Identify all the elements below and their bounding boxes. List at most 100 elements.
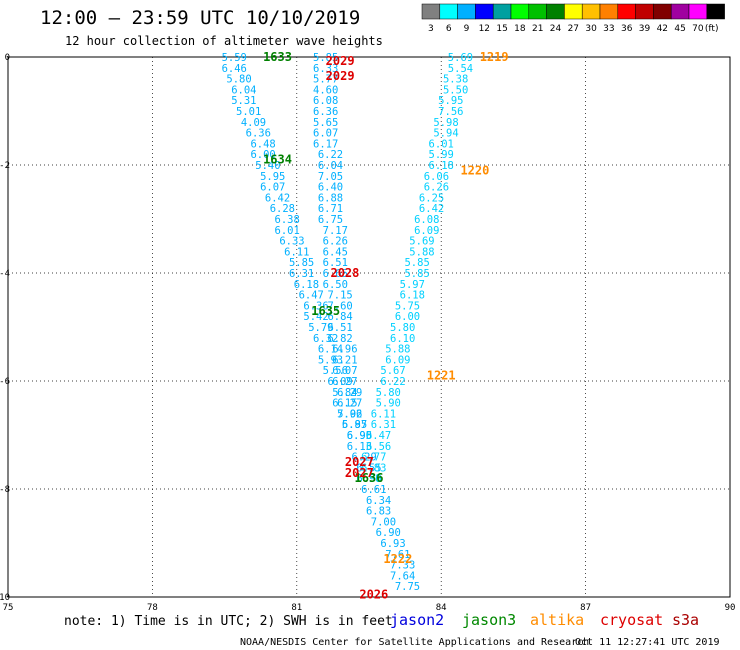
data-label-altika: 6.56 xyxy=(366,441,391,453)
colorbar-swatch xyxy=(599,3,619,20)
x-tick-label: 81 xyxy=(291,603,302,613)
colorbar-label: 18 xyxy=(514,24,526,34)
data-label-altika: 6.47 xyxy=(366,430,391,442)
data-label-altika: 6.22 xyxy=(380,376,405,388)
data-label-altika: 6.77 xyxy=(361,452,386,464)
data-label-jason3: 6.42 xyxy=(265,192,290,204)
data-label-jason3: 5.85 xyxy=(289,257,314,269)
data-label-jason3: 6.07 xyxy=(260,182,285,194)
data-label-jason3: 6.61 xyxy=(361,484,386,496)
colorbar-swatch xyxy=(617,3,636,20)
pass-label: 1221 xyxy=(427,369,456,383)
data-label-jason3: 5.87 xyxy=(342,419,367,431)
data-label-cryosat: 6.82 xyxy=(327,333,352,345)
axis-ticks: 75 78 81 84 87 90 0 -2 -4 -6 -8 -10 xyxy=(0,53,735,613)
x-tick-label: 75 xyxy=(3,603,14,613)
data-label-altika: 5.67 xyxy=(380,365,405,377)
data-label-jason3: 7.33 xyxy=(390,560,415,572)
y-tick-label: -10 xyxy=(0,593,10,603)
pass-label: 2028 xyxy=(330,266,359,280)
data-label-altika: 6.42 xyxy=(419,203,444,215)
data-label-jason3: 5.59 xyxy=(222,52,247,64)
colorbar-swatch xyxy=(439,3,458,20)
data-label-cryosat: 7.15 xyxy=(327,290,352,302)
data-label-cryosat: 6.90 xyxy=(347,430,372,442)
colorbar-label: 3 xyxy=(428,24,434,34)
data-label-altika: 6.11 xyxy=(371,408,396,420)
data-label-cryosat: 6.71 xyxy=(318,203,343,215)
data-label-cryosat: 7.60 xyxy=(327,300,352,312)
colorbar-swatch xyxy=(457,3,476,20)
data-label-altika: 5.98 xyxy=(433,117,458,129)
legend-jason3: jason3 xyxy=(462,611,516,629)
data-label-jason3: 6.95 xyxy=(347,430,372,442)
chart-title: 12:00 – 23:59 UTC 10/10/2019 xyxy=(40,7,360,29)
data-label-jason3: 6.33 xyxy=(279,236,304,248)
data-label-cryosat: 6.65 xyxy=(323,268,348,280)
data-label-altika: 5.99 xyxy=(429,149,454,161)
colorbar-label: 39 xyxy=(639,24,651,34)
data-label-jason3: 6.38 xyxy=(275,214,300,226)
data-label-jason3: 4.09 xyxy=(241,117,266,129)
data-label-jason3: 5.31 xyxy=(231,95,256,107)
data-label-cryosat: 6.21 xyxy=(332,354,357,366)
colorbar-swatch xyxy=(688,3,708,20)
data-label-cryosat: 6.22 xyxy=(318,149,343,161)
timestamp: Oct 11 12:27:41 UTC 2019 xyxy=(575,637,720,648)
data-label-cryosat: 7.05 xyxy=(318,171,343,183)
data-label-jason3: 6.50 xyxy=(356,473,381,485)
legend-s3a: s3a xyxy=(672,611,699,629)
data-label-altika: 6.25 xyxy=(419,192,444,204)
colorbar-label: 30 xyxy=(585,24,597,34)
data-label-cryosat: 7.02 xyxy=(337,408,362,420)
colorbar-swatch xyxy=(492,3,512,20)
colorbar-label: 42 xyxy=(657,24,668,34)
data-label-altika: 6.06 xyxy=(424,171,449,183)
colorbar-label: 21 xyxy=(532,24,543,34)
data-label-cryosat: 6.27 xyxy=(332,376,357,388)
colorbar-swatch xyxy=(635,3,654,20)
data-label-jason3: 6.09 xyxy=(327,376,352,388)
colorbar-label: 9 xyxy=(464,24,470,34)
colorbar-label: 33 xyxy=(603,24,614,34)
data-label-cryosat: 6.50 xyxy=(323,279,348,291)
data-label-cryosat: 6.17 xyxy=(313,138,338,150)
data-label-jason3: 6.29 xyxy=(352,452,377,464)
y-tick-label: -2 xyxy=(0,161,10,171)
data-label-altika: 7.56 xyxy=(438,106,463,118)
data-label-cryosat: 6.04 xyxy=(318,160,343,172)
data-label-cryosat: 6.08 xyxy=(313,95,338,107)
data-label-cryosat: 6.96 xyxy=(332,344,357,356)
data-label-jason3: 6.31 xyxy=(289,268,314,280)
data-label-jason3: 5.95 xyxy=(260,171,285,183)
data-label-jason3: 5.01 xyxy=(236,106,261,118)
colorbar-swatch xyxy=(670,3,690,20)
data-label-altika: 6.00 xyxy=(395,311,420,323)
data-label-altika: 6.10 xyxy=(390,333,415,345)
data-label-jason3: 6.28 xyxy=(270,203,295,215)
data-label-altika: 5.54 xyxy=(448,63,473,75)
data-label-jason3: 5.84 xyxy=(332,387,357,399)
y-tick-label: -6 xyxy=(0,377,10,387)
data-label-jason3: 5.56 xyxy=(323,365,348,377)
x-tick-label: 84 xyxy=(436,603,447,613)
data-label-altika: 5.88 xyxy=(385,344,410,356)
pass-label: 1635 xyxy=(311,304,340,318)
data-label-cryosat: 6.27 xyxy=(337,398,362,410)
data-label-altika: 5.88 xyxy=(409,246,434,258)
data-label-cryosat: 6.26 xyxy=(323,236,348,248)
data-label-altika: 6.31 xyxy=(371,419,396,431)
colorbar-label: 36 xyxy=(621,24,633,34)
data-label-altika: 6.18 xyxy=(429,160,454,172)
data-label-jason3: 6.93 xyxy=(380,538,405,550)
data-label-cryosat: 6.95 xyxy=(342,419,367,431)
grid xyxy=(7,56,731,598)
data-label-jason3: 6.14 xyxy=(318,344,343,356)
data-label-cryosat: 6.84 xyxy=(327,311,352,323)
colorbar-label: (ft) xyxy=(705,24,719,34)
colorbar-swatch xyxy=(528,3,547,20)
data-label-altika: 6.01 xyxy=(429,138,454,150)
data-label-jason3: 6.13 xyxy=(347,441,372,453)
